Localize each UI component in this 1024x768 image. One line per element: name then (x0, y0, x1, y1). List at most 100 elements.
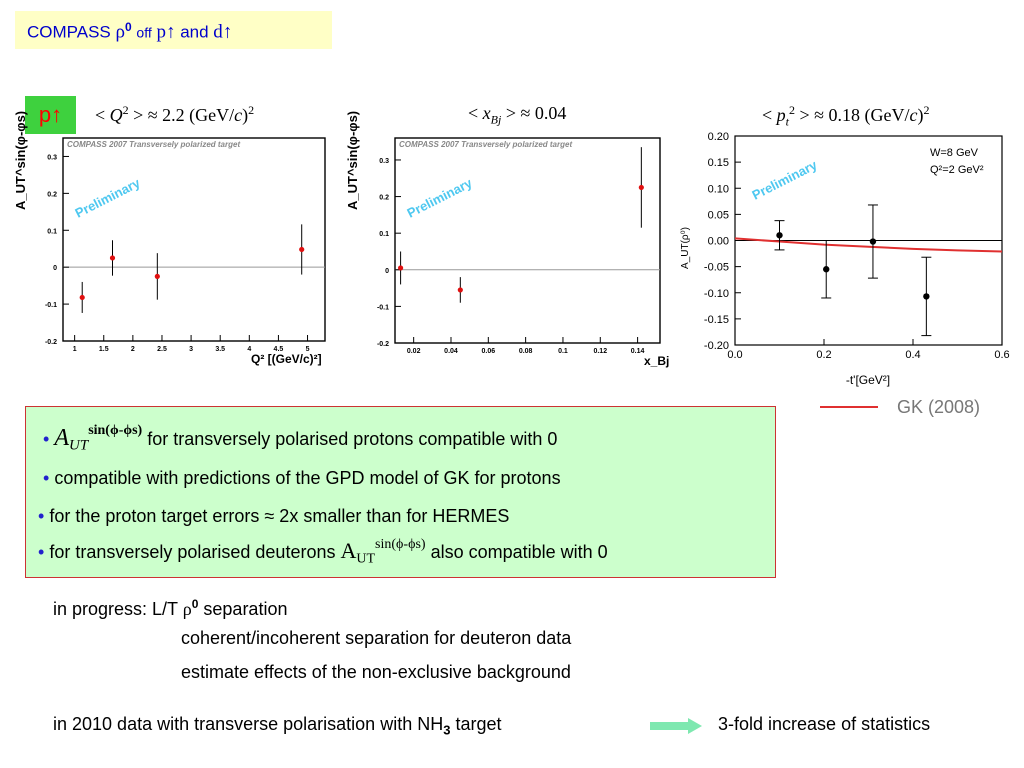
x-tick-label: 0.6 (994, 349, 1009, 361)
y-tick-label: 0 (53, 265, 57, 272)
y-tick-label: 0.00 (708, 236, 729, 248)
summary-bullet-4: • for transversely polarised deuterons A… (38, 537, 608, 568)
progress-line-3: estimate effects of the non-exclusive ba… (181, 662, 571, 682)
slide-title: COMPASS ρ0 off p↑ and d↑ (27, 20, 232, 44)
title-box (15, 11, 332, 49)
x-tick-label: 2 (131, 346, 135, 353)
data-point (869, 238, 877, 245)
x-tick-label: 0.08 (519, 348, 533, 355)
x-tick-label: 0.2 (816, 349, 831, 361)
summary-box (25, 406, 776, 578)
y-tick-label: -0.1 (377, 304, 389, 311)
h3-var: p (776, 105, 786, 125)
footer-result: 3-fold increase of statistics (718, 714, 931, 734)
h1-c: c (234, 105, 243, 125)
bullet-dot: • (38, 542, 45, 562)
x-axis-label: -t'[GeV²] (846, 373, 890, 387)
summary-b1-text: for transversely polarised protons compa… (142, 429, 558, 449)
summary-b4-pre: for transversely polarised deuterons (49, 542, 341, 562)
data-point (397, 265, 404, 271)
y-tick-label: 0.15 (708, 157, 729, 169)
x-axis-label: Q² [(GeV/c)²] (251, 352, 322, 366)
x-tick-label: 0.06 (481, 348, 495, 355)
legend-gk-line (820, 406, 878, 408)
progress-line-1: in progress: L/T ρ0 separation (53, 597, 287, 620)
aut-symbol-2: A (340, 538, 357, 563)
y-tick-label: -0.10 (704, 288, 729, 300)
data-point (457, 287, 463, 293)
aut-superscript-2: sin(ϕ-ϕs) (375, 537, 426, 552)
aut-subscript-2: UT (356, 551, 376, 567)
x-tick-label: 5 (306, 346, 310, 353)
progress-rho-superscript: 0 (191, 597, 199, 611)
x-tick-label: 4 (247, 346, 251, 353)
title-rho: ρ (115, 21, 125, 43)
x-tick-label: 3 (189, 346, 193, 353)
x-axis-label: x_Bj (644, 354, 669, 368)
h2-lt: < (468, 103, 483, 123)
data-point (923, 293, 930, 300)
h1-rest: > ≈ 2.2 (GeV/ (128, 105, 235, 125)
right-arrow-icon (650, 718, 702, 734)
footer-text: in 2010 data with transverse polarisatio… (53, 714, 501, 738)
data-point (299, 246, 305, 253)
x-tick-label: 0.04 (444, 348, 458, 355)
y-tick-label: 0.20 (708, 131, 729, 143)
h3-sub: t (785, 114, 789, 129)
x-tick-label: 0.14 (631, 348, 645, 355)
title-prefix: COMPASS (27, 22, 111, 42)
x-tick-label: 0.0 (727, 349, 742, 361)
h2-sub: Bj (490, 112, 502, 127)
h3-rest: > ≈ 0.18 (GeV/ (795, 105, 910, 125)
x-tick-label: 0.4 (905, 349, 920, 361)
x-tick-label: 3.5 (215, 346, 225, 353)
progress-line-2: coherent/incoherent separation for deute… (181, 628, 572, 648)
h1-var: Q (109, 105, 123, 125)
chart-q2: -0.2-0.100.10.20.31 1.5 2 2.5 3 3.5 4 4.5 5COMPA… (13, 111, 1010, 387)
x-tick-label: 1 (73, 346, 77, 353)
y-axis-label: A_UT^sin(φ-φs) (345, 111, 360, 210)
y-tick-label: 0.05 (708, 209, 729, 221)
x-tick-label: 0.1 (558, 348, 568, 355)
summary-bullet-1: • AUTsin(ϕ-ϕs) for transversely polarise… (43, 423, 558, 455)
y-tick-label: 0.1 (47, 228, 57, 235)
title-d: d↑ (213, 21, 233, 43)
title-off: off (136, 24, 152, 41)
x-tick-label: 1.5 (99, 346, 109, 353)
y-tick-label: 0.2 (379, 195, 389, 202)
x-tick-label: 2.5 (157, 346, 167, 353)
y-tick-label: -0.2 (45, 339, 57, 346)
y-tick-label: -0.05 (704, 262, 729, 274)
legend-gk-label: GK (2008) (897, 397, 981, 417)
footer-pre: in 2010 data with transverse polarisatio… (53, 714, 444, 734)
data-point (823, 266, 830, 273)
bullet-dot: • (38, 506, 45, 526)
h3-close: ) (917, 105, 924, 125)
h3-sup: 2 (789, 103, 795, 117)
chart-banner: COMPASS 2007 Transversely polarized targ… (67, 140, 240, 149)
progress-label: in progress: L/T (53, 599, 183, 619)
header-q2: < Q2 > ≈ 2.2 (GeV/c)2 (95, 103, 254, 126)
y-tick-label: -0.1 (45, 302, 57, 309)
h1-lt: < (95, 105, 110, 125)
plot-frame (62, 137, 326, 342)
title-p: p↑ (156, 21, 176, 43)
h3-sup2: 2 (923, 103, 930, 117)
summary-b2-text: compatible with predictions of the GPD m… (54, 468, 561, 488)
progress-rho: ρ (182, 599, 192, 619)
y-tick-label: 0.2 (47, 191, 57, 198)
aut-subscript: UT (69, 437, 89, 454)
plot-frame (394, 137, 661, 344)
footer-post: target (450, 714, 502, 734)
data-point (109, 255, 116, 261)
h3-c: c (909, 105, 918, 125)
data-point (154, 273, 160, 280)
aut-symbol: A (54, 425, 69, 451)
bullet-dot: • (43, 429, 50, 449)
y-tick-label: 0.1 (379, 231, 389, 238)
chart-banner: COMPASS 2007 Transversely polarized targ… (399, 140, 572, 149)
chart-annotation: Q²=2 GeV² (930, 164, 984, 176)
y-tick-label: -0.20 (704, 340, 729, 352)
progress-after: separation (198, 599, 288, 619)
h2-rest: > ≈ 0.04 (501, 103, 567, 123)
